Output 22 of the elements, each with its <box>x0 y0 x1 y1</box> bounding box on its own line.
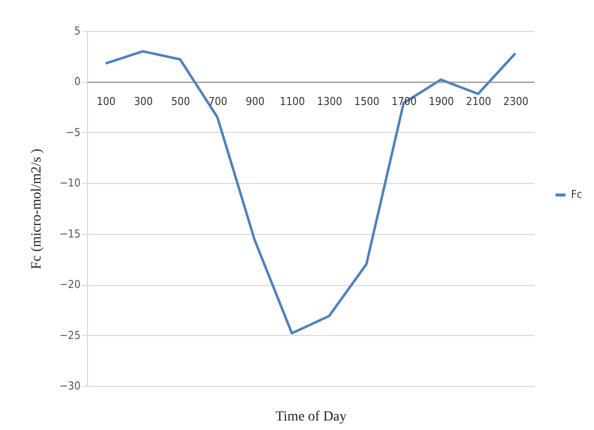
x-tick-label: 700 <box>208 95 228 108</box>
x-tick-label: 1900 <box>428 95 454 108</box>
x-tick-label: 900 <box>246 95 265 108</box>
y-tick-label: 5 <box>74 24 80 38</box>
y-tick-label: −5 <box>66 126 80 139</box>
y-tick-label: −25 <box>60 328 80 342</box>
x-tick-label: 1500 <box>354 95 380 108</box>
x-tick-label: 1100 <box>280 95 305 108</box>
y-tick-label: −15 <box>60 227 80 240</box>
y-tick-label: 0 <box>74 75 80 88</box>
y-tick-label: −30 <box>60 380 80 392</box>
x-tick-label: 100 <box>96 95 116 108</box>
y-tick-label: −20 <box>60 278 80 292</box>
y-axis-title: Fc (micro-mol/m2/s ) <box>30 148 45 270</box>
y-tick-label: −10 <box>60 176 80 190</box>
x-tick-label: 300 <box>134 95 153 108</box>
x-tick-label: 2300 <box>503 95 528 108</box>
x-tick-label: 500 <box>171 95 190 108</box>
x-tick-label: 2100 <box>466 95 492 108</box>
legend-label: Fc <box>571 188 582 201</box>
x-tick-label: 1300 <box>317 95 342 108</box>
x-axis-title: Time of Day <box>275 410 347 424</box>
